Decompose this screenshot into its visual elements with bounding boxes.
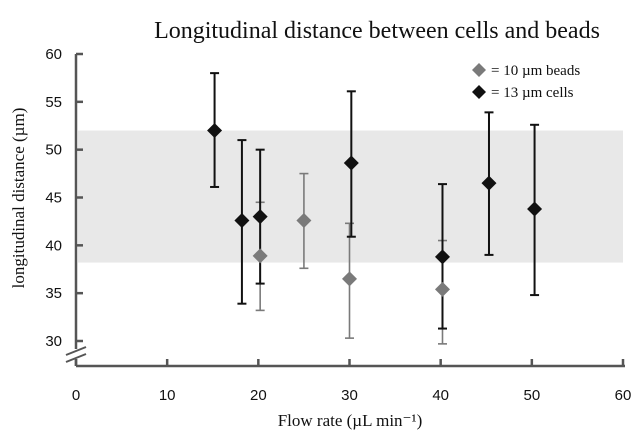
cell-marker	[234, 212, 250, 228]
legend-marker	[472, 85, 486, 99]
x-tick-label: 20	[250, 387, 267, 404]
chart-title: Longitudinal distance between cells and …	[154, 18, 600, 44]
cell-marker	[434, 249, 450, 265]
axes: 30 35 40 45 50 55 60 0 10 20 30 40 50 60	[45, 46, 631, 404]
axis-break-mark	[65, 346, 87, 356]
cell-marker	[343, 155, 359, 171]
x-tick-label: 10	[159, 387, 176, 404]
x-tick-label: 50	[523, 387, 540, 404]
x-tick-label: 0	[72, 387, 80, 404]
bead-marker	[296, 212, 312, 228]
y-tick-label: 30	[45, 333, 62, 350]
axis-break-mark	[65, 353, 87, 363]
bead-marker	[434, 281, 450, 297]
x-tick-label: 40	[432, 387, 449, 404]
cell-marker	[207, 123, 223, 139]
x-tick-label: 60	[615, 387, 632, 404]
y-tick-label: 40	[45, 237, 62, 254]
cell-marker	[481, 175, 497, 191]
y-tick-label: 35	[45, 285, 62, 302]
y-tick-label: 50	[45, 142, 62, 159]
legend-label: = 10 µm beads	[491, 63, 580, 79]
y-tick-label: 45	[45, 190, 62, 207]
x-axis-label: Flow rate (µL min⁻¹)	[278, 411, 423, 430]
legend-label: = 13 µm cells	[491, 85, 574, 101]
cell-marker	[252, 209, 268, 225]
legend: = 10 µm beads = 13 µm cells	[472, 63, 580, 101]
y-tick-label: 55	[45, 94, 62, 111]
cell-marker	[527, 201, 543, 217]
bead-marker	[342, 271, 357, 287]
data-markers	[207, 123, 543, 297]
y-axis-label: longitudinal distance (µm)	[9, 108, 28, 289]
legend-marker	[472, 63, 486, 77]
y-tick-label: 60	[45, 46, 62, 63]
x-tick-label: 30	[341, 387, 358, 404]
bead-marker	[252, 248, 268, 264]
